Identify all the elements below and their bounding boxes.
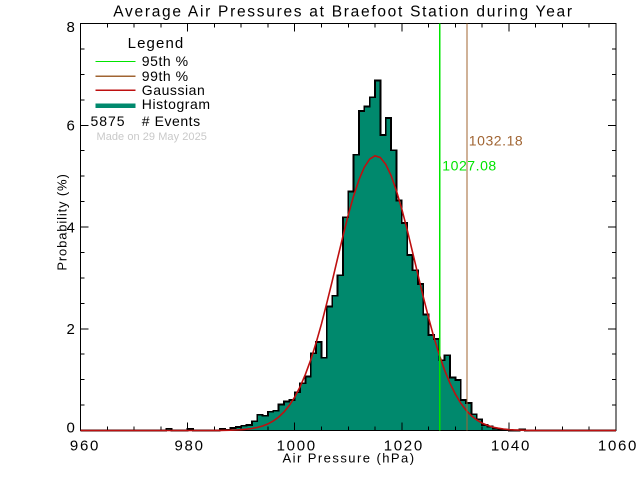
svg-text:1020: 1020 [384, 438, 424, 455]
svg-text:Histogram: Histogram [142, 96, 211, 112]
svg-text:1040: 1040 [491, 438, 531, 455]
svg-text:1032.18: 1032.18 [469, 132, 523, 148]
svg-text:95th %: 95th % [142, 53, 189, 69]
svg-text:960: 960 [70, 438, 100, 455]
svg-text:980: 980 [175, 438, 205, 455]
svg-text:Legend: Legend [128, 35, 185, 52]
svg-text:6: 6 [67, 118, 77, 135]
svg-text:99th %: 99th % [142, 68, 189, 84]
svg-text:Probability (%): Probability (%) [54, 173, 69, 270]
svg-text:0: 0 [67, 420, 77, 437]
svg-text:Average Air Pressures at Braef: Average Air Pressures at Braefoot Statio… [113, 4, 574, 21]
svg-text:8: 8 [67, 19, 77, 36]
svg-text:Made on 29 May 2025: Made on 29 May 2025 [97, 131, 207, 143]
svg-text:1060: 1060 [598, 438, 638, 455]
svg-text:Gaussian: Gaussian [142, 82, 206, 98]
svg-text:5875: 5875 [91, 113, 126, 129]
svg-text:# Events: # Events [142, 113, 201, 129]
svg-text:Air Pressure (hPa): Air Pressure (hPa) [282, 451, 415, 466]
svg-text:4: 4 [67, 219, 77, 236]
svg-text:1000: 1000 [277, 438, 317, 455]
svg-text:1027.08: 1027.08 [442, 158, 496, 174]
svg-text:2: 2 [67, 321, 77, 338]
